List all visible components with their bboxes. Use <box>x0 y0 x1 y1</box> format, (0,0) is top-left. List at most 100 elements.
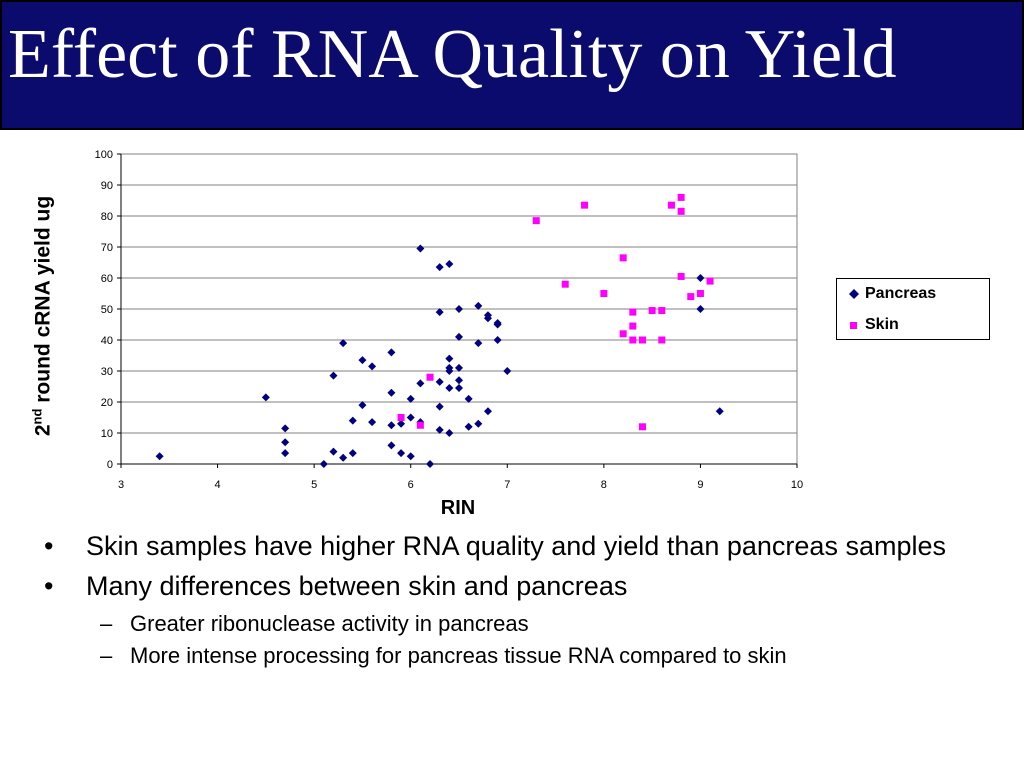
x-tick-label: 8 <box>601 479 607 491</box>
pancreas-point <box>455 376 463 385</box>
pancreas-point <box>281 449 290 458</box>
pancreas-point <box>435 308 444 317</box>
pancreas-point <box>455 363 463 372</box>
pancreas-point <box>474 301 483 310</box>
pancreas-point <box>387 421 396 430</box>
pancreas-point <box>387 441 396 450</box>
pancreas-point <box>493 320 502 329</box>
pancreas-point <box>368 418 377 427</box>
slide-title: Effect of RNA Quality on Yield <box>8 16 897 93</box>
x-tick-label: 9 <box>697 479 703 491</box>
y-tick-label: 50 <box>101 304 113 316</box>
pancreas-point <box>416 379 425 388</box>
y-tick-label: 20 <box>101 397 113 409</box>
legend-label-pancreas: Pancreas <box>865 285 937 302</box>
x-tick-label: 7 <box>504 479 510 491</box>
sub-bullet-text: Greater ribonuclease activity in pancrea… <box>130 611 529 636</box>
skin-point <box>638 423 646 431</box>
skin-point <box>687 293 695 301</box>
pancreas-point <box>397 449 406 458</box>
x-axis-title: RIN <box>440 497 476 519</box>
skin-point <box>532 217 540 225</box>
skin-point <box>397 414 405 421</box>
pancreas-point <box>358 401 367 410</box>
pancreas-point <box>696 274 705 282</box>
skin-point <box>581 201 589 209</box>
pancreas-point <box>483 407 492 416</box>
x-tick-label: 10 <box>791 479 803 491</box>
skin-point <box>416 421 424 429</box>
legend-label-skin: Skin <box>865 316 899 333</box>
y-axis-title-sup: nd <box>29 408 45 424</box>
pancreas-point <box>348 416 357 425</box>
bullet-list: • Skin samples have higher RNA quality an… <box>44 530 1004 674</box>
pancreas-point <box>464 422 473 431</box>
skin-point <box>696 290 704 297</box>
skin-point <box>677 207 685 215</box>
pancreas-point <box>406 413 415 422</box>
pancreas-point <box>387 388 396 397</box>
skin-point <box>667 201 675 209</box>
pancreas-point <box>474 339 483 348</box>
y-tick-label: 70 <box>101 242 113 254</box>
bullet-item: • Many differences between skin and pancr… <box>44 571 628 601</box>
legend-marker-pancreas <box>849 289 859 299</box>
pancreas-point <box>445 260 454 269</box>
pancreas-point <box>483 314 492 323</box>
pancreas-point <box>339 339 348 348</box>
pancreas-point <box>445 384 454 393</box>
y-tick-label: 0 <box>107 459 113 471</box>
skin-point <box>706 277 714 285</box>
y-tick-label: 100 <box>95 149 113 161</box>
scatter-chart: 0 10 20 30 40 50 60 70 80 90 100 3 4 5 6 7 8 9 10 <box>95 149 803 491</box>
pancreas-point <box>435 263 444 272</box>
pancreas-point <box>445 367 454 375</box>
pancreas-point <box>696 305 705 313</box>
skin-point <box>677 193 685 201</box>
pancreas-point <box>348 449 357 458</box>
skin-point <box>648 307 656 315</box>
pancreas-point <box>329 447 338 456</box>
y-tick-label: 40 <box>101 335 113 347</box>
pancreas-point <box>329 371 338 380</box>
chart-legend: Pancreas Skin <box>836 278 990 340</box>
skin-point <box>658 336 666 344</box>
pancreas-point <box>435 377 444 386</box>
skin-point <box>629 322 637 330</box>
skin-point <box>619 330 627 338</box>
skin-point <box>638 336 646 344</box>
skin-point <box>629 336 637 344</box>
pancreas-point <box>435 425 444 434</box>
pancreas-point <box>261 393 270 402</box>
pancreas-point <box>455 332 463 341</box>
skin-point <box>658 307 666 315</box>
pancreas-point <box>464 394 473 403</box>
x-tick-label: 3 <box>118 479 124 491</box>
pancreas-point <box>281 424 290 433</box>
y-tick-label: 30 <box>101 366 113 378</box>
bullet-item: • Skin samples have higher RNA quality an… <box>44 531 946 561</box>
pancreas-point <box>319 460 328 468</box>
title-bar: Effect of RNA Quality on Yield <box>0 0 1024 130</box>
pancreas-point <box>493 336 502 344</box>
pancreas-point <box>339 453 348 462</box>
pancreas-point <box>474 419 483 428</box>
x-tick-label: 5 <box>311 479 317 491</box>
pancreas-point <box>715 407 724 416</box>
y-axis-title: 2nd round cRNA yield ug <box>14 188 66 443</box>
pancreas-point <box>358 356 367 365</box>
bullet-text: Skin samples have higher RNA quality and… <box>86 531 946 561</box>
x-tick-label: 4 <box>215 479 221 491</box>
y-tick-label: 60 <box>101 273 113 285</box>
pancreas-point <box>455 305 463 313</box>
y-tick-label: 90 <box>101 180 113 192</box>
pancreas-point <box>445 429 454 437</box>
skin-point <box>677 272 685 280</box>
skin-point <box>629 308 637 316</box>
skin-point <box>426 373 434 381</box>
pancreas-point <box>503 367 512 375</box>
skin-point <box>600 290 608 297</box>
pancreas-point <box>281 438 290 447</box>
bullet-text: Many differences between skin and pancre… <box>86 571 628 601</box>
pancreas-point <box>368 362 377 371</box>
